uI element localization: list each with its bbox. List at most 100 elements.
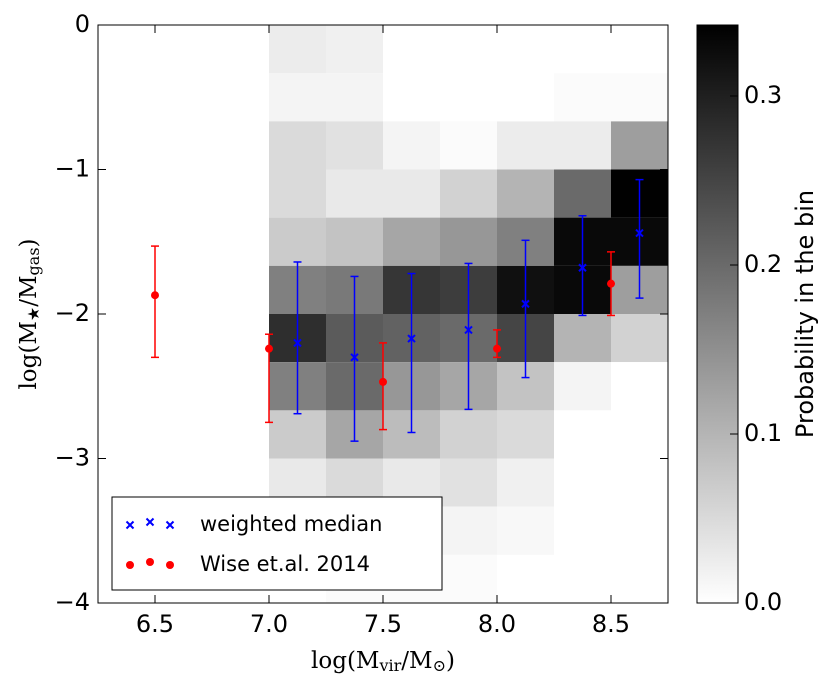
heat-cell xyxy=(497,506,554,555)
heat-cell xyxy=(269,410,326,459)
heat-cell xyxy=(497,458,554,507)
heat-cell xyxy=(440,25,497,74)
heat-cell xyxy=(554,25,611,74)
y-axis-label: log(M★/Mgas) xyxy=(16,238,43,389)
heat-cell xyxy=(440,169,497,218)
heat-cell xyxy=(611,410,668,459)
heat-cell xyxy=(383,25,440,74)
y-tick-label: 0 xyxy=(75,10,90,38)
heat-cell xyxy=(497,554,554,603)
heat-cell xyxy=(611,458,668,507)
y-tick-label: −2 xyxy=(55,299,90,327)
marker xyxy=(293,338,302,348)
x-tick-label: 8.0 xyxy=(478,610,516,638)
heat-cell xyxy=(554,169,611,218)
legend-label: Wise et.al. 2014 xyxy=(200,552,370,576)
x-tick-label: 6.5 xyxy=(136,610,174,638)
heat-cell xyxy=(554,554,611,603)
heat-cell xyxy=(554,362,611,411)
x-axis-label-part: log(M xyxy=(311,648,379,674)
y-axis-label-part: ★ xyxy=(24,307,43,321)
marker xyxy=(379,377,387,386)
heat-cell xyxy=(326,121,383,170)
heat-cell xyxy=(383,217,440,266)
heat-cell xyxy=(440,73,497,122)
legend-marker xyxy=(165,520,175,530)
y-axis-label-part: gas xyxy=(24,247,43,275)
marker xyxy=(521,299,530,309)
heat-cell xyxy=(611,362,668,411)
colorbar-tick-label: 0.0 xyxy=(744,588,782,616)
y-tick-label: −1 xyxy=(55,155,90,183)
y-tick-label: −4 xyxy=(55,588,90,616)
heat-cell xyxy=(497,25,554,74)
heat-cell xyxy=(440,506,497,555)
heat-cell xyxy=(611,121,668,170)
colorbar-tick-label: 0.2 xyxy=(744,250,782,278)
marker xyxy=(464,325,473,335)
marker xyxy=(407,334,416,343)
heat-cell xyxy=(440,554,497,603)
colorbar-tick-label: 0.3 xyxy=(744,81,782,109)
heat-cell xyxy=(383,73,440,122)
heat-cell xyxy=(440,217,497,266)
heat-cell xyxy=(326,217,383,266)
y-axis-label-part: /M xyxy=(16,275,42,306)
heat-cell xyxy=(269,121,326,170)
legend-marker xyxy=(126,561,134,569)
x-tick-label: 7.0 xyxy=(250,610,288,638)
marker xyxy=(578,263,587,272)
heat-cell xyxy=(611,314,668,363)
heat-cell xyxy=(440,121,497,170)
heat-cell xyxy=(269,217,326,266)
y-axis-label-part: ) xyxy=(16,238,42,247)
heat-cell xyxy=(326,73,383,122)
x-tick-label: 8.5 xyxy=(592,610,630,638)
heat-cell xyxy=(497,73,554,122)
heat-cell xyxy=(554,73,611,122)
heat-cell xyxy=(440,458,497,507)
marker xyxy=(607,279,615,288)
heat-cell xyxy=(440,410,497,459)
legend-label: weighted median xyxy=(200,512,382,536)
heat-cell xyxy=(554,314,611,363)
legend-marker xyxy=(166,561,174,569)
colorbar-tick-label: 0.1 xyxy=(744,419,782,447)
heat-cell xyxy=(497,121,554,170)
heat-cell xyxy=(497,410,554,459)
heat-cell xyxy=(269,73,326,122)
legend-box xyxy=(111,496,443,591)
marker xyxy=(350,353,359,362)
y-axis-label-part: log(M xyxy=(16,321,42,389)
heat-cell xyxy=(554,121,611,170)
colorbar-label: Probability in the bin xyxy=(791,190,819,438)
heat-cell xyxy=(554,410,611,459)
heat-cell xyxy=(611,554,668,603)
heat-cell xyxy=(383,121,440,170)
heat-cell xyxy=(554,506,611,555)
heat-cell xyxy=(611,506,668,555)
x-axis-label-part: /M xyxy=(401,648,432,674)
legend-marker xyxy=(125,520,135,530)
x-axis-label-part: vir xyxy=(378,656,401,675)
heat-cell xyxy=(497,169,554,218)
heat-cell xyxy=(269,25,326,74)
heat-cell xyxy=(269,169,326,218)
colorbar xyxy=(696,24,739,604)
marker xyxy=(151,291,159,300)
heat-cell xyxy=(326,169,383,218)
marker xyxy=(493,344,501,353)
heat-cell xyxy=(611,73,668,122)
x-axis-label: log(Mvir/M⊙) xyxy=(311,648,455,675)
x-axis-label-part: ) xyxy=(446,648,455,674)
legend-marker xyxy=(146,558,154,566)
heat-cell xyxy=(326,25,383,74)
marker xyxy=(265,344,273,353)
heat-cell xyxy=(554,458,611,507)
y-tick-label: −3 xyxy=(55,444,90,472)
x-tick-label: 7.5 xyxy=(364,610,402,638)
x-axis-label-part: ⊙ xyxy=(433,656,446,675)
legend-marker xyxy=(145,517,155,527)
heat-cell xyxy=(383,169,440,218)
